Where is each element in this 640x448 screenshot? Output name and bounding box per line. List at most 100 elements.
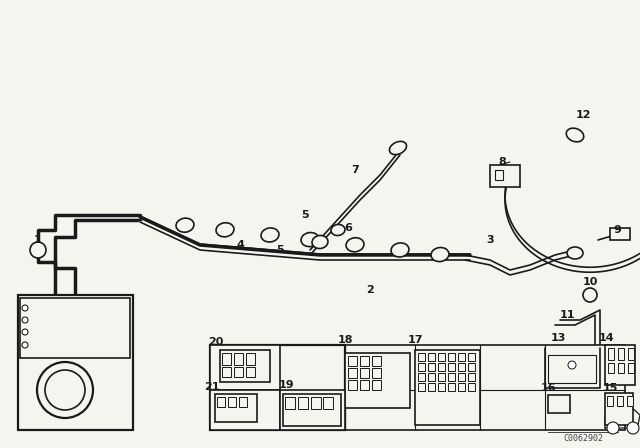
Text: 13: 13 [550,333,566,343]
Bar [448,373,455,381]
Circle shape [30,242,46,258]
Text: 9: 9 [613,225,621,235]
Text: 6: 6 [344,223,352,233]
Bar [628,348,634,360]
Text: 4: 4 [236,240,244,250]
Bar [428,373,435,381]
Text: 12: 12 [575,110,591,120]
Bar [210,390,280,430]
Bar [222,353,231,365]
Text: 5: 5 [301,210,309,220]
Text: 14: 14 [599,333,615,343]
Circle shape [37,362,93,418]
Polygon shape [605,405,640,428]
Text: 17: 17 [407,335,423,345]
Ellipse shape [390,142,406,155]
Ellipse shape [261,228,279,242]
Bar [468,373,475,381]
Bar [234,367,243,377]
Circle shape [607,422,619,434]
Bar [428,363,435,371]
Bar [627,396,633,406]
Bar [438,373,445,381]
Circle shape [568,361,576,369]
Bar [418,383,425,391]
Bar [438,353,445,361]
Bar [210,345,280,390]
Bar [458,383,465,391]
Bar [458,373,465,381]
Text: 11: 11 [559,310,575,320]
Ellipse shape [301,233,319,246]
Bar [246,367,255,377]
Ellipse shape [331,224,345,236]
Ellipse shape [346,238,364,252]
Bar [418,353,425,361]
Bar [618,363,624,373]
Bar [215,394,257,422]
Bar [348,380,357,390]
Bar [360,380,369,390]
Bar [298,397,308,409]
Bar [234,353,243,365]
Bar [372,356,381,366]
Bar [438,383,445,391]
Bar [468,383,475,391]
Text: 3: 3 [486,235,494,245]
Bar [360,368,369,378]
Text: C0062902: C0062902 [563,434,603,443]
Circle shape [22,317,28,323]
Text: 7: 7 [351,165,359,175]
Circle shape [45,370,85,410]
Bar [217,397,225,407]
Bar [20,298,130,358]
Ellipse shape [216,223,234,237]
Bar [280,390,345,430]
Text: 19: 19 [279,380,295,390]
Circle shape [22,305,28,311]
Bar [415,350,480,425]
Bar [605,393,633,425]
Bar [458,353,465,361]
Bar [548,355,596,383]
Bar [428,383,435,391]
Bar [448,353,455,361]
Ellipse shape [176,218,194,232]
Bar [210,345,625,430]
Bar [418,363,425,371]
Text: 1: 1 [34,235,42,245]
Text: 16: 16 [540,383,556,393]
Circle shape [583,288,597,302]
Bar [617,396,623,406]
Bar [548,395,570,413]
Ellipse shape [391,243,409,257]
Bar [345,353,410,408]
Ellipse shape [566,128,584,142]
Bar [285,397,295,409]
Bar [618,348,624,360]
Bar [448,363,455,371]
Bar [608,348,614,360]
Bar [468,353,475,361]
Bar [360,356,369,366]
Circle shape [627,422,639,434]
Text: 10: 10 [582,277,598,287]
Circle shape [22,329,28,335]
Ellipse shape [312,236,328,249]
Ellipse shape [567,247,583,259]
Bar [468,363,475,371]
Text: 5: 5 [276,245,284,255]
Bar [372,380,381,390]
Text: 2: 2 [366,285,374,295]
Bar [438,363,445,371]
Bar [372,368,381,378]
Bar [18,295,133,430]
Bar [239,397,247,407]
Bar [348,356,357,366]
Bar [222,367,231,377]
Ellipse shape [431,247,449,262]
Bar [210,345,345,430]
Bar [428,353,435,361]
Text: 8: 8 [498,157,506,167]
Bar [458,363,465,371]
